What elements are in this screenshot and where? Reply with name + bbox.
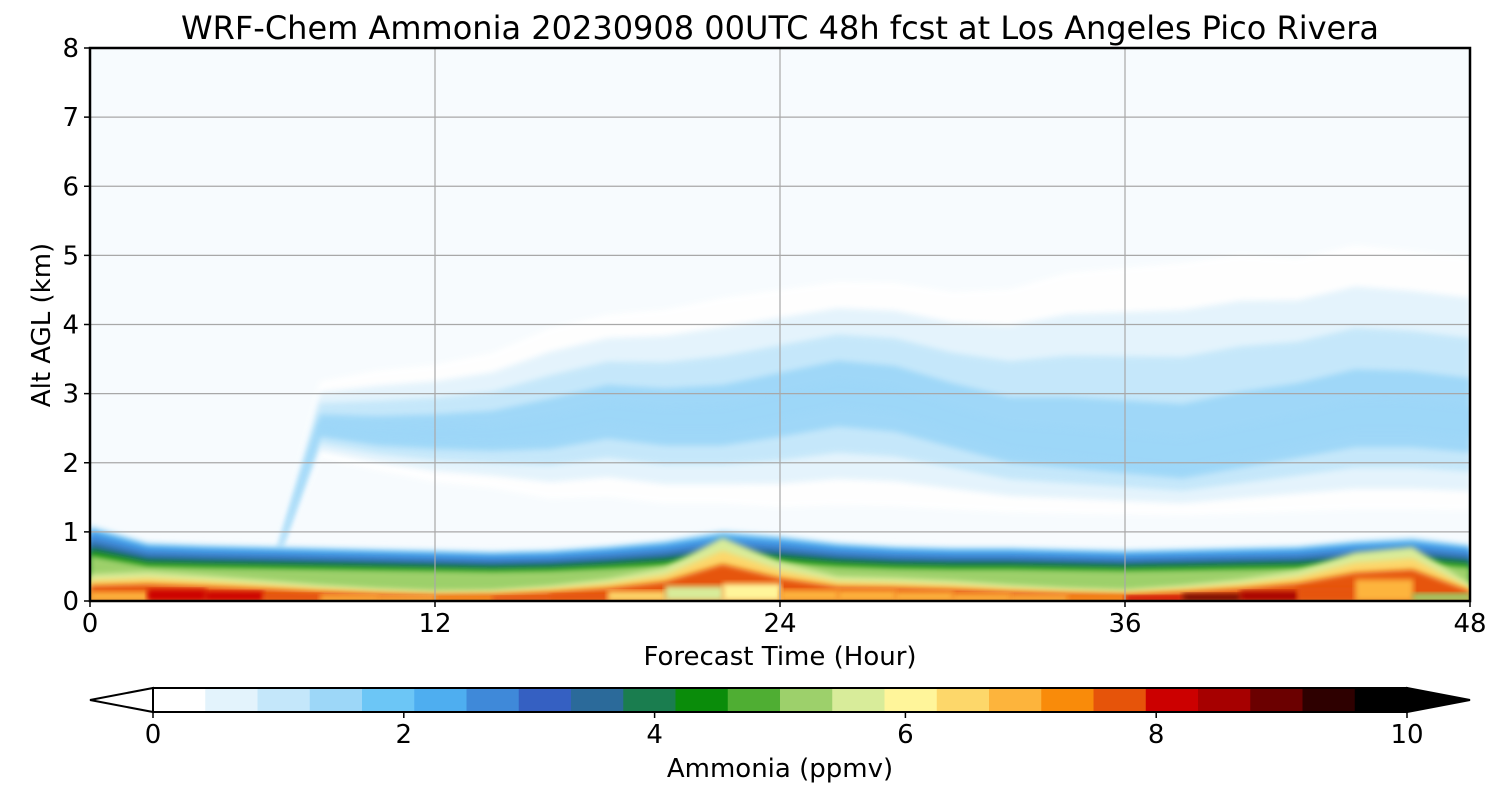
surface-cell bbox=[1067, 595, 1126, 601]
colorbar-cell bbox=[205, 688, 259, 712]
colorbar-under-arrow bbox=[89, 686, 154, 714]
chart-title: WRF-Chem Ammonia 20230908 00UTC 48h fcst… bbox=[181, 9, 1379, 47]
colorbar-cell bbox=[1354, 688, 1408, 712]
colorbar-tick-label: 0 bbox=[145, 720, 162, 750]
colorbar-cell bbox=[623, 688, 677, 712]
colorbar-cell bbox=[1250, 688, 1304, 712]
surface-cell bbox=[1355, 579, 1414, 601]
colorbar-cell bbox=[884, 688, 938, 712]
colorbar-tick-label: 2 bbox=[396, 720, 413, 750]
colorbar-cell bbox=[571, 688, 624, 712]
colorbar-cell bbox=[1198, 688, 1251, 712]
surface-cell bbox=[837, 590, 896, 601]
colorbar-cell bbox=[675, 688, 729, 712]
colorbar-ticks: 0 2 4 6 8 10 bbox=[145, 712, 1424, 750]
colorbar: 0 2 4 6 8 10 bbox=[89, 686, 1471, 750]
colorbar-cell bbox=[362, 688, 415, 712]
x-axis-ticks: 0 12 24 36 48 bbox=[82, 601, 1487, 639]
y-tick-label: 6 bbox=[62, 172, 79, 202]
surface-cell bbox=[1240, 591, 1299, 601]
colorbar-tick-label: 4 bbox=[646, 720, 663, 750]
surface-cell bbox=[147, 589, 206, 601]
surface-cell bbox=[952, 593, 1011, 601]
surface-cell bbox=[435, 596, 494, 601]
surface-cell bbox=[320, 595, 379, 601]
colorbar-cell bbox=[1041, 688, 1095, 712]
colorbar-over-arrow bbox=[1406, 686, 1471, 714]
colorbar-tick-label: 8 bbox=[1148, 720, 1165, 750]
y-tick-label: 2 bbox=[62, 449, 79, 479]
y-tick-label: 4 bbox=[62, 311, 79, 341]
surface-cell bbox=[607, 591, 666, 601]
colorbar-cell bbox=[832, 688, 886, 712]
colorbar-cell bbox=[309, 688, 363, 712]
x-tick-label: 36 bbox=[1108, 609, 1141, 639]
surface-cell bbox=[90, 591, 149, 601]
colorbar-cell bbox=[780, 688, 833, 712]
colorbar-tick-label: 6 bbox=[897, 720, 914, 750]
x-tick-label: 0 bbox=[82, 609, 99, 639]
colorbar-label: Ammonia (ppmv) bbox=[667, 754, 893, 784]
surface-cell bbox=[550, 594, 609, 601]
colorbar-cell bbox=[466, 688, 520, 712]
x-tick-label: 24 bbox=[763, 609, 796, 639]
colorbar-frame bbox=[152, 687, 1408, 713]
y-axis-label: Alt AGL (km) bbox=[27, 243, 57, 407]
colorbar-cell bbox=[989, 688, 1042, 712]
surface-cell bbox=[665, 585, 724, 601]
surface-cell bbox=[492, 596, 551, 601]
surface-cell bbox=[1412, 593, 1470, 601]
surface-cell bbox=[1125, 595, 1184, 601]
y-tick-label: 0 bbox=[62, 587, 79, 617]
x-axis-label: Forecast Time (Hour) bbox=[643, 642, 916, 672]
colorbar-cell bbox=[1093, 688, 1147, 712]
surface-cell bbox=[377, 596, 436, 601]
surface-cell bbox=[205, 591, 264, 601]
surface-cell bbox=[1010, 595, 1069, 601]
x-tick-label: 48 bbox=[1453, 609, 1486, 639]
y-tick-label: 7 bbox=[62, 103, 79, 133]
y-tick-label: 8 bbox=[62, 34, 79, 64]
colorbar-cell bbox=[257, 688, 311, 712]
colorbar-cell bbox=[936, 688, 990, 712]
y-tick-label: 3 bbox=[62, 380, 79, 410]
y-tick-label: 5 bbox=[62, 241, 79, 271]
colorbar-cell bbox=[414, 688, 468, 712]
colorbar-cell bbox=[518, 688, 572, 712]
y-tick-label: 1 bbox=[62, 518, 79, 548]
surface-cell bbox=[1182, 593, 1241, 601]
colorbar-cell bbox=[1145, 688, 1199, 712]
colorbar-cell bbox=[727, 688, 781, 712]
colorbar-cells bbox=[153, 688, 1408, 712]
surface-cell bbox=[780, 589, 839, 601]
y-axis-ticks: 0 1 2 3 4 5 6 7 8 bbox=[62, 34, 90, 617]
surface-cell bbox=[895, 591, 954, 601]
surface-cell bbox=[722, 583, 781, 601]
x-tick-label: 12 bbox=[418, 609, 451, 639]
grid-lines bbox=[90, 48, 1470, 601]
colorbar-cell bbox=[1302, 688, 1356, 712]
surface-cell bbox=[262, 593, 321, 601]
surface-cell bbox=[1297, 587, 1356, 601]
colorbar-cell bbox=[153, 688, 206, 712]
colorbar-tick-label: 10 bbox=[1390, 720, 1423, 750]
